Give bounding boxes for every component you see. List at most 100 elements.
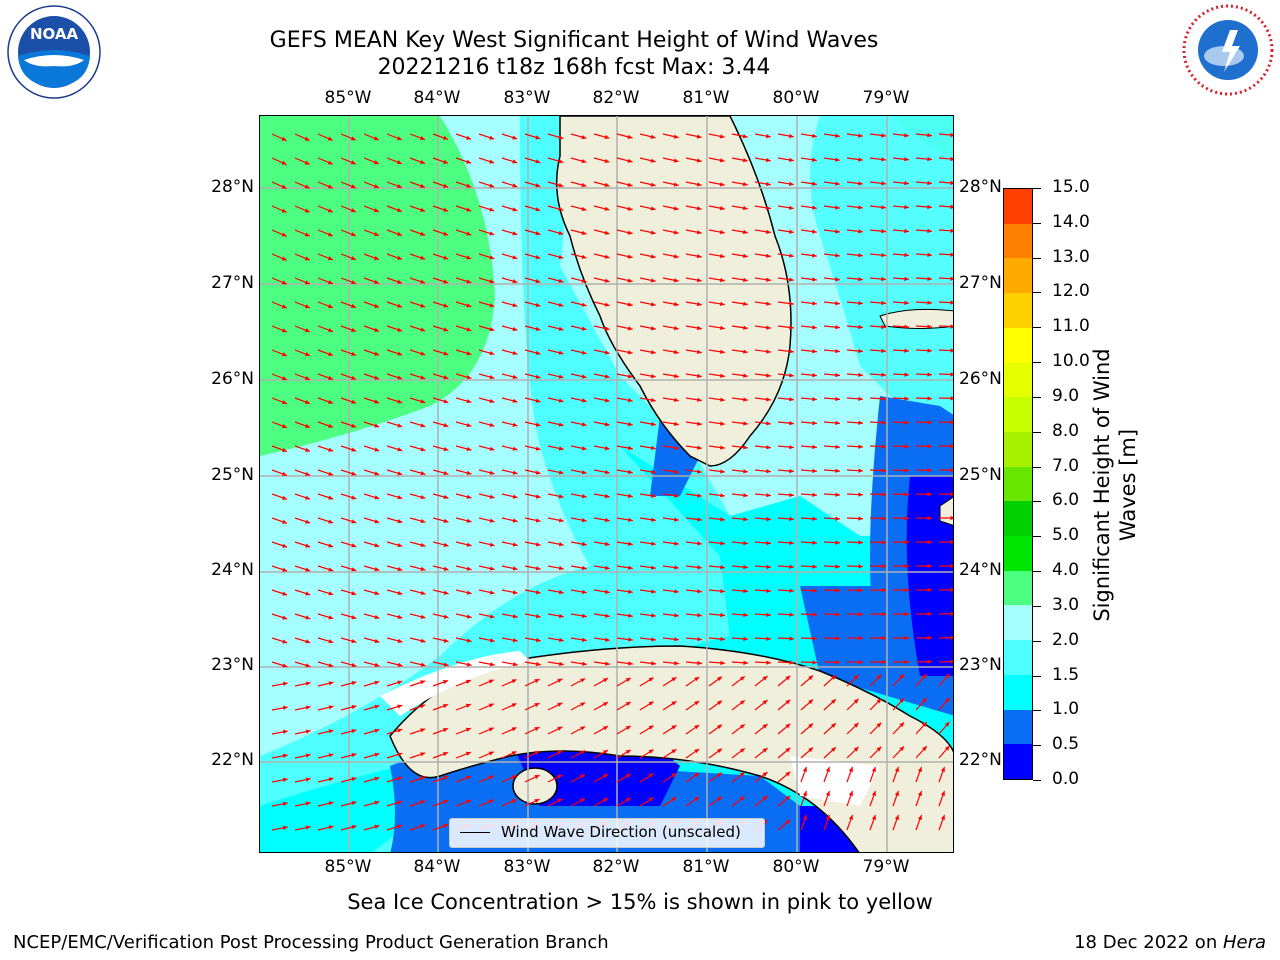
wind-arrow-head bbox=[720, 445, 725, 450]
wind-arrow-head bbox=[443, 135, 449, 140]
wind-arrow-head bbox=[281, 304, 287, 309]
colorbar-segment bbox=[1004, 466, 1032, 502]
wind-arrow-head bbox=[351, 704, 357, 710]
wind-arrow-head bbox=[853, 698, 859, 704]
wind-arrow-head bbox=[443, 728, 449, 733]
wind-arrow-head bbox=[950, 467, 953, 473]
wind-arrow-head bbox=[673, 421, 679, 426]
colorbar-segment bbox=[1004, 223, 1032, 259]
wind-arrow-head bbox=[443, 542, 449, 547]
wind-arrow-head bbox=[489, 518, 495, 523]
wind-arrow-head bbox=[512, 542, 518, 547]
wind-arrow-head bbox=[802, 814, 807, 820]
wind-arrow-head bbox=[489, 327, 495, 332]
wind-arrow-head bbox=[420, 638, 426, 643]
wind-arrow-head bbox=[602, 726, 608, 731]
wind-arrow-head bbox=[717, 796, 722, 802]
wind-arrow-head bbox=[899, 722, 905, 728]
wind-arrow-head bbox=[581, 158, 587, 164]
wind-arrow-head bbox=[651, 637, 656, 642]
wind-arrow-head bbox=[512, 350, 518, 356]
wind-arrow-head bbox=[558, 589, 564, 595]
wind-arrow-head bbox=[420, 279, 426, 284]
wind-arrow-head bbox=[627, 278, 633, 283]
wind-arrow-head bbox=[396, 160, 402, 165]
wind-arrow-head bbox=[466, 590, 472, 595]
wind-arrow-head bbox=[789, 564, 794, 569]
wind-arrow-head bbox=[281, 232, 287, 237]
wind-arrow-head bbox=[858, 277, 863, 282]
wind-arrow-head bbox=[281, 376, 287, 381]
wind-arrow-head bbox=[581, 135, 587, 140]
wind-arrow-head bbox=[789, 660, 794, 665]
wind-arrow-head bbox=[789, 468, 794, 474]
wind-arrow-head bbox=[881, 324, 886, 330]
wind-arrow-head bbox=[512, 590, 518, 595]
wind-arrow-head bbox=[762, 700, 768, 705]
wind-arrow-head bbox=[397, 183, 402, 189]
wind-arrow-head bbox=[305, 639, 311, 644]
wind-arrow-head bbox=[766, 397, 771, 402]
wind-arrow-head bbox=[625, 677, 631, 683]
wind-arrow-head bbox=[927, 300, 932, 305]
wind-arrow-head bbox=[904, 659, 909, 665]
wind-arrow-head bbox=[397, 255, 403, 260]
wind-arrow-head bbox=[581, 350, 587, 355]
wind-arrow-head bbox=[650, 134, 656, 139]
wind-arrow-head bbox=[673, 397, 679, 403]
lat-label-right: 28°N bbox=[959, 177, 1002, 197]
lon-label-bottom: 84°W bbox=[413, 857, 461, 877]
wind-arrow-head bbox=[835, 468, 840, 473]
wind-arrow-head bbox=[465, 727, 471, 732]
wind-arrow-head bbox=[835, 588, 840, 593]
wind-arrow-head bbox=[443, 303, 449, 308]
wind-arrow-head bbox=[835, 133, 840, 138]
wind-arrow-head bbox=[739, 772, 745, 777]
wind-arrow-head bbox=[720, 588, 725, 594]
wind-arrow-head bbox=[785, 675, 791, 681]
wind-arrow-head bbox=[927, 659, 932, 664]
wind-arrow-head bbox=[950, 372, 953, 377]
wind-arrow-head bbox=[720, 517, 725, 522]
wind-arrow-head bbox=[397, 638, 403, 643]
wind-arrow-head bbox=[443, 446, 449, 452]
colorbar-tick-label: 2.0 bbox=[1052, 629, 1080, 650]
wind-arrow-head bbox=[766, 325, 771, 330]
wind-arrow-head bbox=[489, 638, 495, 643]
wind-arrow-head bbox=[604, 350, 610, 355]
wind-arrow-head bbox=[604, 278, 610, 283]
wind-arrow-head bbox=[904, 396, 909, 401]
wind-arrow-head bbox=[466, 470, 472, 475]
wind-arrow-head bbox=[853, 746, 859, 752]
wind-arrow-head bbox=[742, 134, 748, 139]
wind-arrow-head bbox=[894, 790, 899, 796]
wind-arrow-head bbox=[351, 495, 357, 500]
noaa-logo: NOAA bbox=[4, 4, 104, 100]
wind-arrow-head bbox=[305, 375, 310, 381]
wind-arrow-head bbox=[580, 750, 586, 755]
wind-arrow-head bbox=[739, 724, 745, 729]
wind-arrow-head bbox=[789, 492, 794, 498]
wind-arrow-head bbox=[397, 207, 403, 212]
wind-arrow-head bbox=[720, 397, 725, 402]
wind-arrow-head bbox=[743, 277, 748, 282]
wind-arrow-head bbox=[848, 790, 853, 796]
colorbar-tick-mark bbox=[1033, 327, 1041, 329]
wind-arrow-head bbox=[581, 182, 587, 188]
wind-arrow-head bbox=[881, 516, 886, 521]
wind-arrow-head bbox=[282, 825, 288, 831]
wind-arrow-head bbox=[766, 660, 771, 665]
wind-arrow-head bbox=[743, 469, 748, 474]
wind-arrow-head bbox=[627, 254, 633, 259]
wind-arrow-head bbox=[789, 612, 794, 617]
footer-date: 18 Dec 2022 on bbox=[1074, 932, 1223, 953]
wind-arrow-head bbox=[927, 611, 932, 617]
wind-arrow-head bbox=[743, 564, 748, 570]
wind-arrow-head bbox=[831, 699, 836, 704]
wind-arrow-head bbox=[535, 542, 541, 547]
wind-arrow-head bbox=[950, 252, 953, 257]
wind-arrow-head bbox=[488, 727, 494, 732]
wind-arrow-head bbox=[581, 302, 587, 307]
wind-arrow-head bbox=[489, 542, 495, 547]
wind-arrow-head bbox=[904, 228, 909, 234]
